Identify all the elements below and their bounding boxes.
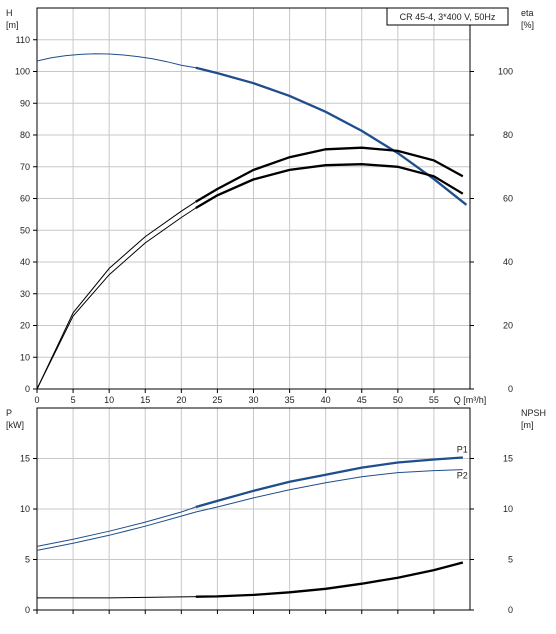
series-2-1: P1 [36, 444, 468, 547]
y-right-axis-label: eta [521, 8, 534, 18]
y-right-tick-label: 10 [503, 504, 513, 514]
series-line [36, 469, 463, 551]
x-tick-label: 40 [321, 395, 331, 405]
x-tick-label: 30 [248, 395, 258, 405]
y-left-tick-label: 10 [20, 504, 30, 514]
y-left-tick-label: 60 [20, 194, 30, 204]
y-left-tick-label: 5 [25, 555, 30, 565]
y-left-tick-label: 100 [15, 67, 30, 77]
series-label: P1 [457, 444, 468, 454]
y-right-tick-label: 100 [498, 67, 513, 77]
x-axis-label: Q [m³/h] [454, 395, 487, 405]
series-2-2: P2 [36, 469, 468, 551]
y-left-tick-label: 0 [25, 384, 30, 394]
series-line-duty-range [195, 146, 464, 203]
y-left-tick-label: 50 [20, 225, 30, 235]
grid-lines [36, 7, 471, 390]
y-left-axis-unit: [kW] [6, 420, 24, 430]
y-right-axis-unit: [m] [521, 420, 534, 430]
series-2-3 [37, 561, 464, 599]
series-line-duty-range [195, 66, 468, 206]
x-tick-label: 10 [104, 395, 114, 405]
y-left-tick-label: 80 [20, 130, 30, 140]
y-left-axis-label: P [6, 408, 12, 418]
y-left-tick-label: 0 [25, 605, 30, 615]
series-1-2 [36, 146, 464, 390]
series-line [36, 147, 464, 390]
y-left-tick-label: 110 [16, 35, 30, 45]
x-tick-label: 25 [212, 395, 222, 405]
y-left-tick-label: 70 [20, 162, 30, 172]
series-line-duty-range [195, 163, 464, 209]
x-tick-label: 20 [176, 395, 186, 405]
x-tick-label: 45 [357, 395, 367, 405]
series-label: P2 [457, 471, 468, 481]
series-1-1 [36, 53, 468, 206]
x-tick-label: 50 [393, 395, 403, 405]
series-line [36, 457, 463, 547]
chart-panel-2: 0 5 10 15 0 5 10 15 P [kW] NPSH [m] P1 P2 [6, 407, 546, 615]
series-line [36, 163, 464, 390]
x-tick-label: 35 [285, 395, 295, 405]
x-tick-label: 15 [140, 395, 150, 405]
y-right-tick-label: 0 [508, 605, 513, 615]
y-left-tick-label: 40 [20, 257, 30, 267]
y-left-axis-unit: [m] [6, 20, 19, 30]
y-left-tick-label: 20 [20, 321, 30, 331]
x-tick-label: 5 [71, 395, 76, 405]
y-right-axis-unit: [%] [521, 20, 534, 30]
y-right-axis-label: NPSH [521, 408, 546, 418]
y-left-tick-label: 90 [20, 98, 30, 108]
grid-lines [36, 407, 471, 611]
series-line-duty-range [195, 456, 463, 509]
series-line [37, 562, 463, 599]
y-right-tick-label: 5 [508, 555, 513, 565]
chart-panel-1: 0 10 20 30 40 50 60 70 80 90 100 110 0 20 40 60 80 100 0 5 1… [6, 7, 534, 405]
y-left-axis-label: H [6, 8, 13, 18]
chart-title-box [386, 7, 509, 26]
series-line-duty-range [195, 561, 464, 598]
y-right-tick-label: 40 [503, 257, 513, 267]
y-right-tick-label: 0 [508, 384, 513, 394]
y-right-tick-label: 20 [503, 321, 513, 331]
series-line [36, 53, 467, 206]
x-tick-label: 55 [429, 395, 439, 405]
y-left-tick-label: 30 [20, 289, 30, 299]
series-1-3 [36, 163, 464, 390]
y-right-tick-label: 15 [503, 454, 513, 464]
chart-title: CR 45-4, 3*400 V, 50Hz [400, 12, 496, 22]
y-left-tick-label: 10 [20, 352, 30, 362]
x-tick-label: 0 [34, 395, 39, 405]
y-left-tick-label: 15 [20, 454, 30, 464]
y-right-tick-label: 80 [503, 130, 513, 140]
y-right-tick-label: 60 [503, 194, 513, 204]
